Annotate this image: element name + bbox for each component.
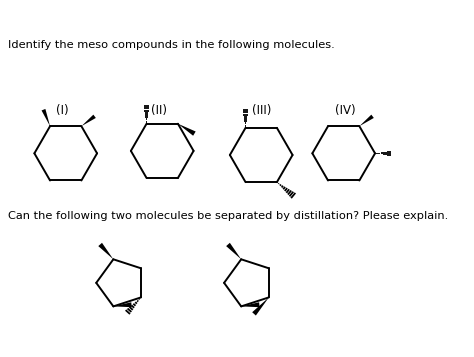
Polygon shape [42, 109, 50, 126]
Polygon shape [226, 243, 241, 259]
Polygon shape [113, 302, 132, 307]
Text: (I): (I) [56, 104, 69, 117]
Polygon shape [82, 115, 96, 126]
Polygon shape [178, 124, 196, 136]
Polygon shape [241, 302, 260, 307]
Text: Can the following two molecules be separated by distillation? Please explain.: Can the following two molecules be separ… [8, 211, 448, 221]
Polygon shape [98, 243, 113, 259]
Polygon shape [252, 297, 269, 316]
Text: (III): (III) [252, 104, 271, 117]
Text: (II): (II) [151, 104, 167, 117]
Polygon shape [359, 115, 374, 126]
Text: Identify the meso compounds in the following molecules.: Identify the meso compounds in the follo… [8, 40, 335, 50]
Text: (IV): (IV) [335, 104, 356, 117]
